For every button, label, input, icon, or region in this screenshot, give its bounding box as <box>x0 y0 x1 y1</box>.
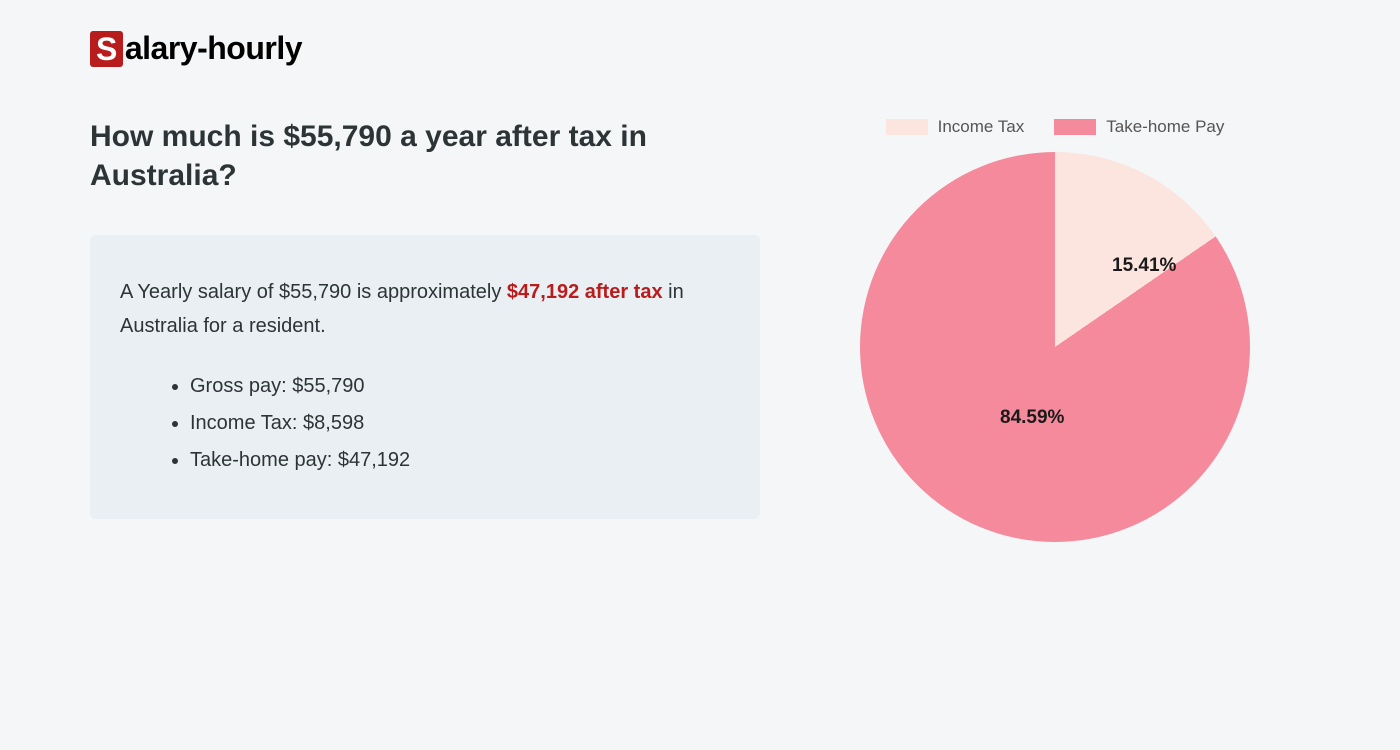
summary-box: A Yearly salary of $55,790 is approximat… <box>90 235 760 519</box>
page-heading: How much is $55,790 a year after tax in … <box>90 117 760 195</box>
content-row: How much is $55,790 a year after tax in … <box>90 117 1310 542</box>
bullet-takehome: Take-home pay: $47,192 <box>190 442 720 479</box>
pie-label-takehome: 84.59% <box>1000 407 1064 429</box>
legend-label-takehome: Take-home Pay <box>1106 117 1224 137</box>
chart-legend: Income Tax Take-home Pay <box>886 117 1225 137</box>
legend-swatch-tax <box>886 119 928 135</box>
legend-label-tax: Income Tax <box>938 117 1025 137</box>
summary-pre: A Yearly salary of $55,790 is approximat… <box>120 281 507 303</box>
legend-swatch-takehome <box>1054 119 1096 135</box>
bullet-tax: Income Tax: $8,598 <box>190 405 720 442</box>
pie-label-tax: 15.41% <box>1112 255 1176 277</box>
logo-badge: S <box>90 31 123 67</box>
site-logo: Salary-hourly <box>90 30 1310 67</box>
pie-chart: 15.41% 84.59% <box>860 152 1250 542</box>
legend-item-takehome: Take-home Pay <box>1054 117 1224 137</box>
page-root: Salary-hourly How much is $55,790 a year… <box>0 0 1400 572</box>
pie-disc <box>860 152 1250 542</box>
left-column: How much is $55,790 a year after tax in … <box>90 117 760 542</box>
summary-bullets: Gross pay: $55,790 Income Tax: $8,598 Ta… <box>120 368 720 479</box>
right-column: Income Tax Take-home Pay 15.41% 84.59% <box>840 117 1270 542</box>
logo-text: alary-hourly <box>125 30 302 67</box>
summary-highlight: $47,192 after tax <box>507 281 663 303</box>
bullet-gross: Gross pay: $55,790 <box>190 368 720 405</box>
summary-text: A Yearly salary of $55,790 is approximat… <box>120 275 720 343</box>
legend-item-tax: Income Tax <box>886 117 1025 137</box>
